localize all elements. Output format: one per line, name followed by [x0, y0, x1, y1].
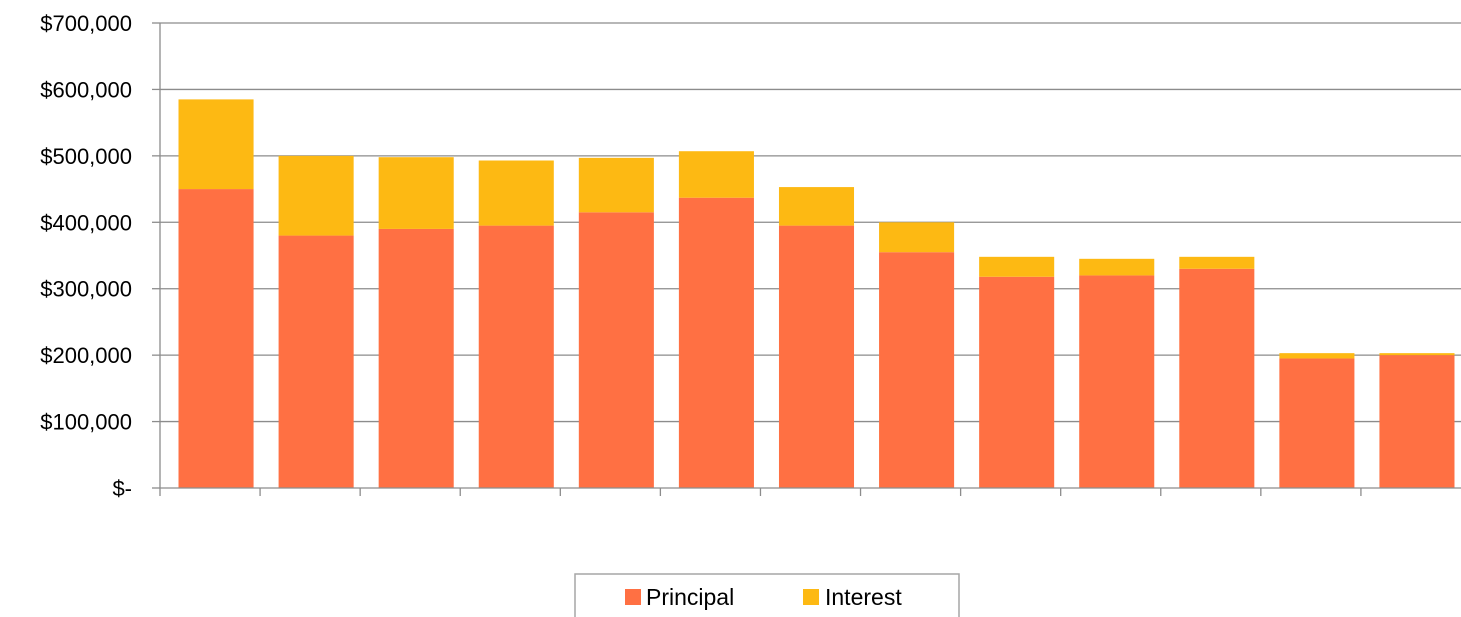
bar-interest [1079, 258, 1155, 276]
bar-interest [1379, 353, 1455, 356]
y-tick-label: $700,000 [40, 11, 132, 36]
bar-principal [1379, 355, 1455, 488]
bar-principal [578, 212, 654, 488]
legend-swatch-interest [803, 589, 819, 605]
bar-interest [678, 151, 754, 198]
legend-label-interest: Interest [825, 584, 902, 610]
bar-interest [178, 99, 254, 190]
y-tick-label: $400,000 [40, 210, 132, 235]
bar-interest [1279, 353, 1355, 359]
y-axis-tick-labels: $- $100,000 $200,000 $300,000 $400,000 $500,0… [40, 11, 132, 501]
y-tick-label: $600,000 [40, 77, 132, 102]
bar-principal [378, 228, 454, 488]
bar-principal [1279, 358, 1355, 488]
legend-swatch-principal [625, 589, 641, 605]
bar-interest [378, 157, 454, 229]
y-tick-label: $100,000 [40, 410, 132, 435]
legend: Principal Interest [574, 573, 960, 617]
bar-principal [979, 276, 1055, 488]
bar-principal [1179, 268, 1255, 488]
bar-principal [278, 235, 354, 488]
bar-principal [678, 197, 754, 488]
legend-label-principal: Principal [646, 584, 734, 610]
bars [178, 99, 1455, 489]
bar-principal [778, 225, 855, 489]
bar-interest [879, 222, 955, 253]
bar-interest [578, 157, 654, 213]
bar-principal [1079, 275, 1155, 488]
axes [152, 22, 1461, 496]
bar-interest [278, 155, 354, 236]
bar-principal [879, 252, 955, 488]
bar-interest [478, 160, 554, 226]
y-tick-label: $500,000 [40, 144, 132, 169]
bar-principal [478, 225, 554, 489]
bar-interest [1179, 256, 1255, 269]
y-tick-label: $200,000 [40, 343, 132, 368]
bar-principal [178, 189, 254, 488]
bar-interest [778, 187, 855, 226]
bar-interest [979, 256, 1055, 277]
y-tick-label: $- [112, 476, 132, 501]
y-tick-label: $300,000 [40, 277, 132, 302]
